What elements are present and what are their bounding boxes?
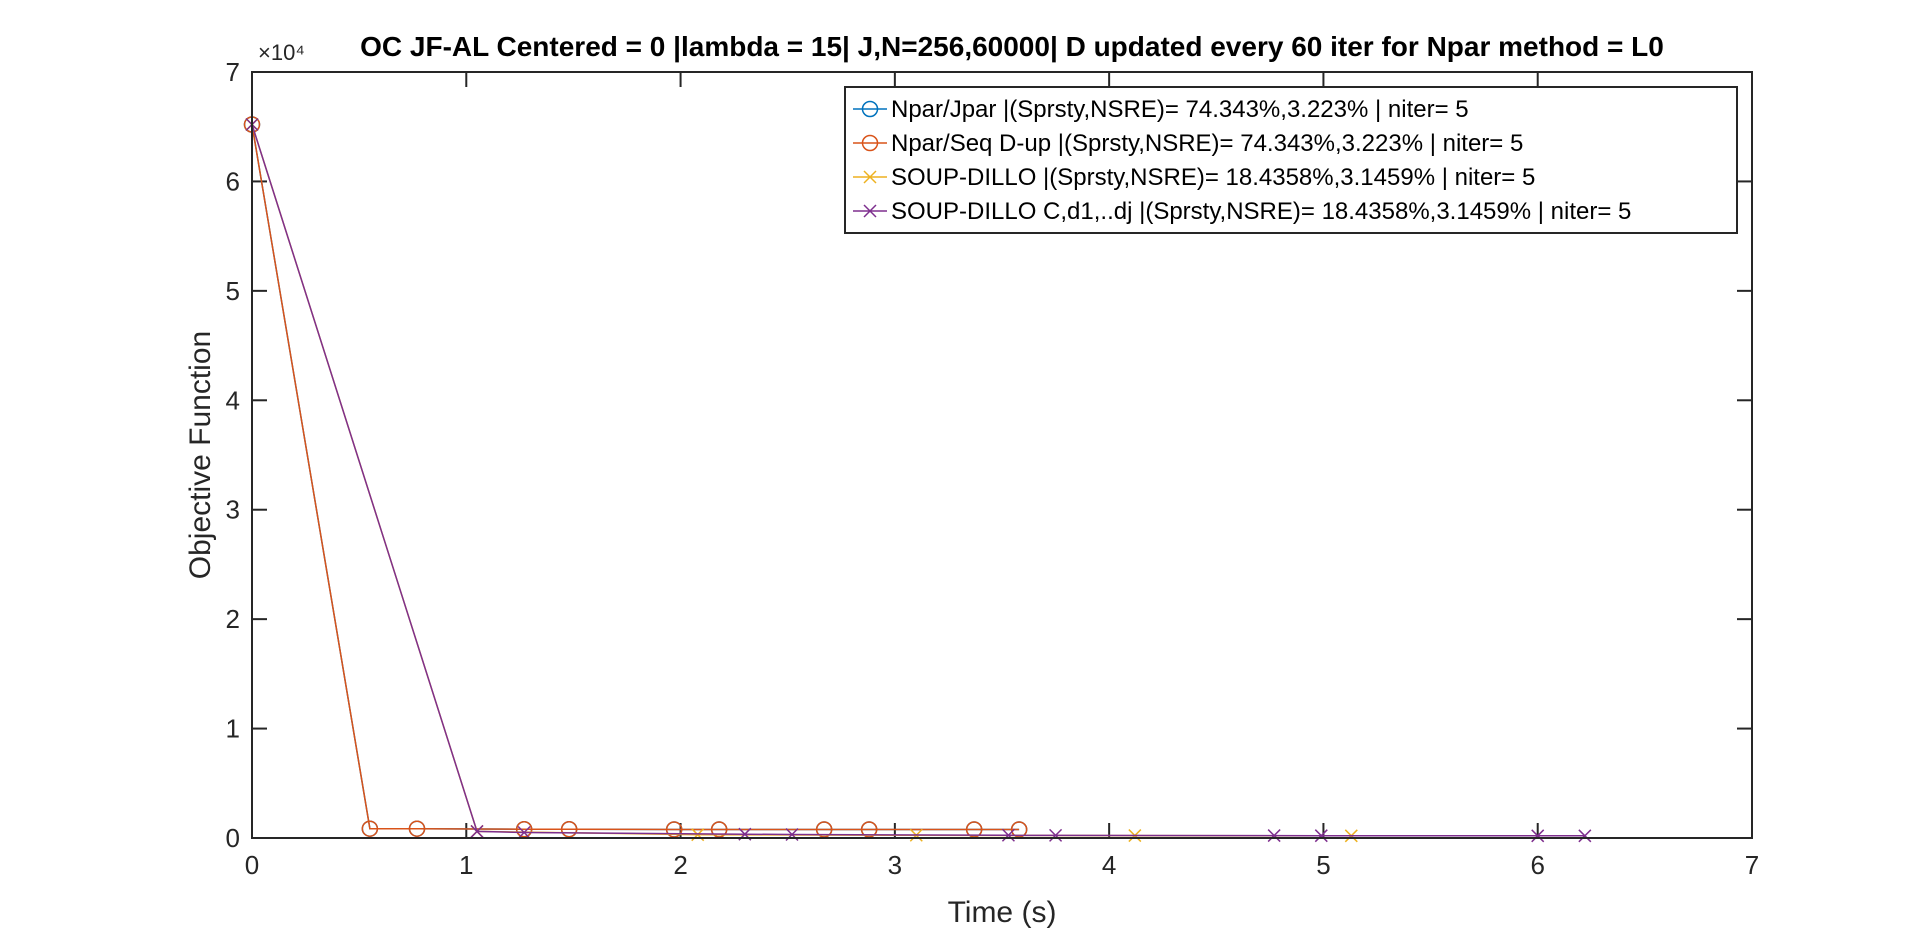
- legend-entry-2: Npar/Seq D-up |(Sprsty,NSRE)= 74.343%,3.…: [853, 130, 1523, 157]
- data-point: [863, 170, 877, 184]
- series-line: [251, 124, 1020, 831]
- chart-title: OC JF-AL Centered = 0 |lambda = 15| J,N=…: [360, 31, 1664, 62]
- y-tick-label: 1: [226, 714, 240, 744]
- data-point: [361, 820, 379, 837]
- x-tick-label: 4: [1102, 850, 1116, 880]
- x-tick-label: 1: [459, 850, 473, 880]
- y-tick-label: 7: [226, 57, 240, 87]
- data-point: [560, 820, 578, 838]
- x-tick-label: 3: [888, 850, 902, 880]
- data-point: [863, 204, 877, 218]
- y-axis-label: Objective Function: [184, 331, 217, 579]
- data-point: [861, 134, 879, 152]
- legend-label: SOUP-DILLO C,d1,..dj |(Sprsty,NSRE)= 18.…: [891, 198, 1631, 225]
- x-axis-label: Time (s): [948, 896, 1057, 929]
- data-point: [1010, 821, 1028, 838]
- data-point: [470, 824, 484, 838]
- data-point: [965, 821, 983, 838]
- legend-label: SOUP-DILLO |(Sprsty,NSRE)= 18.4358%,3.14…: [891, 164, 1535, 191]
- legend-label: Npar/Seq D-up |(Sprsty,NSRE)= 74.343%,3.…: [891, 130, 1523, 157]
- data-point: [815, 821, 833, 838]
- data-point: [1578, 829, 1592, 843]
- data-point: [1314, 829, 1328, 843]
- x-tick-label: 2: [673, 850, 687, 880]
- data-point: [861, 100, 879, 118]
- y-exponent-label: ×10⁴: [258, 40, 305, 65]
- y-tick-label: 0: [226, 823, 240, 853]
- y-tick-label: 6: [226, 166, 240, 196]
- data-point: [1049, 828, 1063, 842]
- x-tick-label: 5: [1316, 850, 1330, 880]
- data-point: [665, 821, 683, 838]
- data-point: [515, 820, 533, 838]
- x-tick-label: 0: [245, 850, 259, 880]
- y-tick-label: 2: [226, 604, 240, 634]
- legend-box: [844, 86, 1738, 234]
- data-point: [1267, 829, 1281, 843]
- legend: Npar/Jpar |(Sprsty,NSRE)= 74.343%,3.223%…: [844, 86, 1738, 234]
- x-tick-label: 6: [1530, 850, 1544, 880]
- legend-entry-3: SOUP-DILLO |(Sprsty,NSRE)= 18.4358%,3.14…: [853, 164, 1535, 191]
- y-tick-label: 3: [226, 495, 240, 525]
- series-2: [243, 116, 1028, 838]
- ticks-layer: 0 1 2 3 4 5 6 7 0 1 2 3 4 5 6 7: [226, 57, 1760, 880]
- data-point: [1001, 828, 1015, 842]
- data-point: [860, 821, 878, 838]
- legend-label: Npar/Jpar |(Sprsty,NSRE)= 74.343%,3.223%…: [891, 96, 1469, 123]
- data-point: [1531, 829, 1545, 843]
- plot-frame: [251, 71, 1753, 839]
- legend-entry-1: Npar/Jpar |(Sprsty,NSRE)= 74.343%,3.223%…: [853, 96, 1469, 123]
- data-point: [408, 820, 426, 837]
- x-tick-label: 7: [1745, 850, 1759, 880]
- y-tick-label: 5: [226, 276, 240, 306]
- y-tick-label: 4: [226, 385, 240, 415]
- legend-entry-4: SOUP-DILLO C,d1,..dj |(Sprsty,NSRE)= 18.…: [853, 198, 1631, 225]
- data-point: [710, 821, 728, 838]
- data-point: [517, 825, 531, 840]
